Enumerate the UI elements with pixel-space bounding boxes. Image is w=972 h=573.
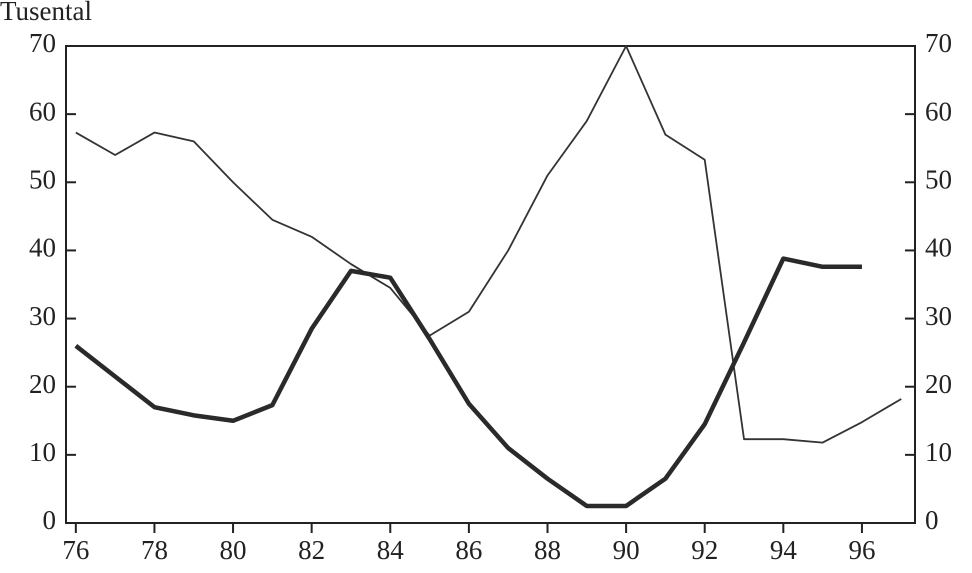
y2-tick-label: 60 [925, 96, 952, 126]
x-tick-label: 96 [848, 535, 875, 565]
y-tick-label: 20 [29, 369, 56, 399]
y-tick-label: 50 [29, 164, 56, 194]
y-tick-label: 10 [29, 437, 56, 467]
x-tick-label: 80 [220, 535, 247, 565]
y2-tick-label: 20 [925, 369, 952, 399]
y2-tick-label: 40 [925, 233, 952, 263]
chart-title: Tusental [0, 0, 92, 26]
plot-frame [65, 45, 916, 524]
y-tick-label: 30 [29, 301, 56, 331]
x-tick-label: 90 [613, 535, 640, 565]
x-tick-label: 92 [691, 535, 718, 565]
y-tick-label: 0 [43, 505, 57, 535]
y2-tick-label: 10 [925, 437, 952, 467]
y-tick-label: 40 [29, 233, 56, 263]
x-tick-label: 82 [298, 535, 325, 565]
x-tick-label: 86 [455, 535, 482, 565]
line-series [74, 256, 862, 509]
x-tick-label: 84 [377, 535, 405, 565]
x-tick-label: 88 [534, 535, 561, 565]
y2-tick-label: 30 [925, 301, 952, 331]
x-tick-label: 78 [141, 535, 168, 565]
y2-tick-label: 50 [925, 164, 952, 194]
x-tick-label: 76 [62, 535, 89, 565]
line-series [75, 45, 902, 444]
y-tick-label: 70 [29, 28, 56, 58]
x-tick-label: 94 [770, 535, 798, 565]
y2-tick-label: 0 [925, 505, 939, 535]
y-tick-label: 60 [29, 96, 56, 126]
y2-tick-label: 70 [925, 28, 952, 58]
